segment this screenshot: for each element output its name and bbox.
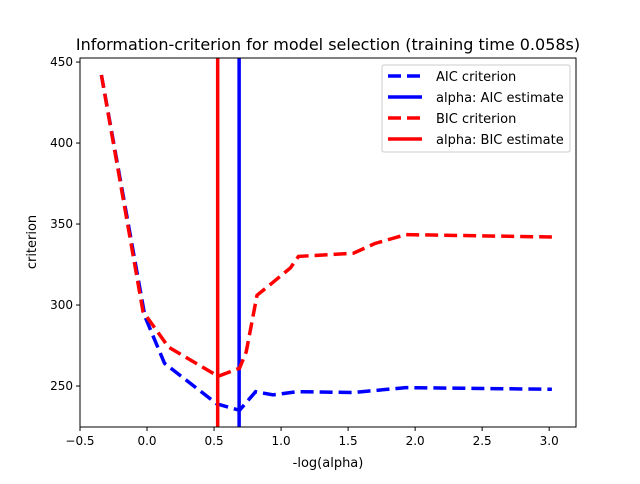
y-tick-label: 450 [50, 55, 73, 69]
x-tick-label: 3.0 [540, 434, 559, 448]
legend-box [381, 64, 571, 153]
y-tick-label: 350 [50, 217, 73, 231]
legend-label: BIC criterion [436, 112, 516, 127]
legend-label: alpha: AIC estimate [436, 91, 564, 106]
legend: AIC criterion alpha: AIC estimate BIC crit… [381, 64, 571, 153]
y-axis-label: criterion [25, 215, 40, 269]
series-aic-criterion [99, 74, 552, 413]
x-tick-label: 0.0 [137, 434, 156, 448]
x-tick-label: 1.5 [339, 434, 358, 448]
chart-title: Information-criterion for model selectio… [76, 35, 580, 54]
plot-frame [79, 57, 577, 428]
y-tick-label: 250 [50, 379, 73, 393]
x-tick-label: 2.0 [406, 434, 425, 448]
legend-label: AIC criterion [436, 70, 516, 85]
y-tick-label: 400 [50, 136, 73, 150]
x-axis-label: -log(alpha) [293, 456, 364, 471]
y-tick-label: 300 [50, 298, 73, 312]
x-tick-label: −0.5 [65, 434, 94, 448]
series-bic-criterion [99, 74, 552, 379]
legend-label: alpha: BIC estimate [436, 133, 564, 148]
x-tick-label: 1.0 [272, 434, 291, 448]
x-tick-label: 2.5 [473, 434, 492, 448]
x-tick-label: 0.5 [205, 434, 224, 448]
